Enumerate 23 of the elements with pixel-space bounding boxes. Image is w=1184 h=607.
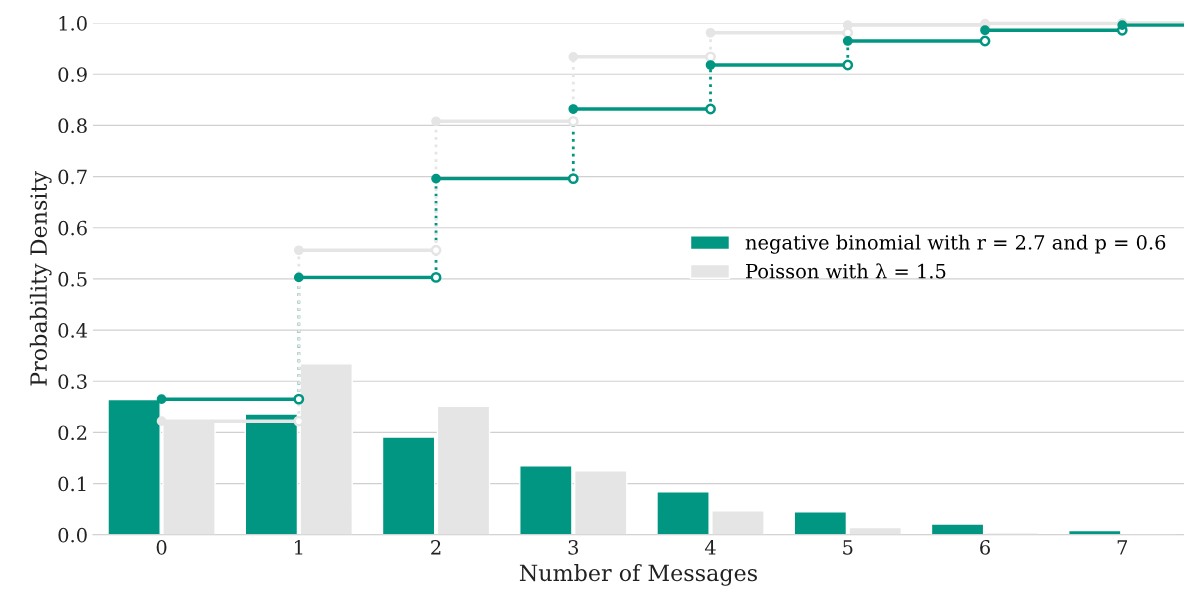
y-tick-label: 0.2 xyxy=(58,425,87,441)
x-tick-label: 1 xyxy=(294,539,303,555)
x-tick-label: 7 xyxy=(1117,540,1128,555)
x-tick-label: 5 xyxy=(843,540,853,555)
x-tick-label: 4 xyxy=(704,539,716,555)
y-tick-label: 0.4 xyxy=(58,323,88,338)
x-tick-label: 2 xyxy=(431,539,441,555)
y-tick-label: 0.7 xyxy=(58,169,87,185)
y-tick-label: 0.0 xyxy=(58,527,87,543)
y-tick-label: 0.9 xyxy=(58,67,87,82)
legend-label: Poisson with λ = 1.5 xyxy=(746,263,946,279)
y-tick-label: 0.6 xyxy=(58,220,87,236)
x-axis-title: Number of Messages xyxy=(519,564,757,586)
legend-label: negative binomial with r = 2.7 and p = 0.6 xyxy=(745,234,1166,254)
y-tick-label: 0.5 xyxy=(58,271,87,287)
x-tick-label: 0 xyxy=(156,539,167,555)
y-tick-label: 0.8 xyxy=(58,118,87,134)
y-tick-label: 1.0 xyxy=(59,16,87,31)
y-axis-title: Probability Density xyxy=(29,171,52,386)
x-tick-label: 6 xyxy=(980,539,990,555)
y-tick-label: 0.1 xyxy=(58,476,86,492)
x-tick-label: 3 xyxy=(568,539,579,555)
y-tick-label: 0.3 xyxy=(58,374,87,389)
